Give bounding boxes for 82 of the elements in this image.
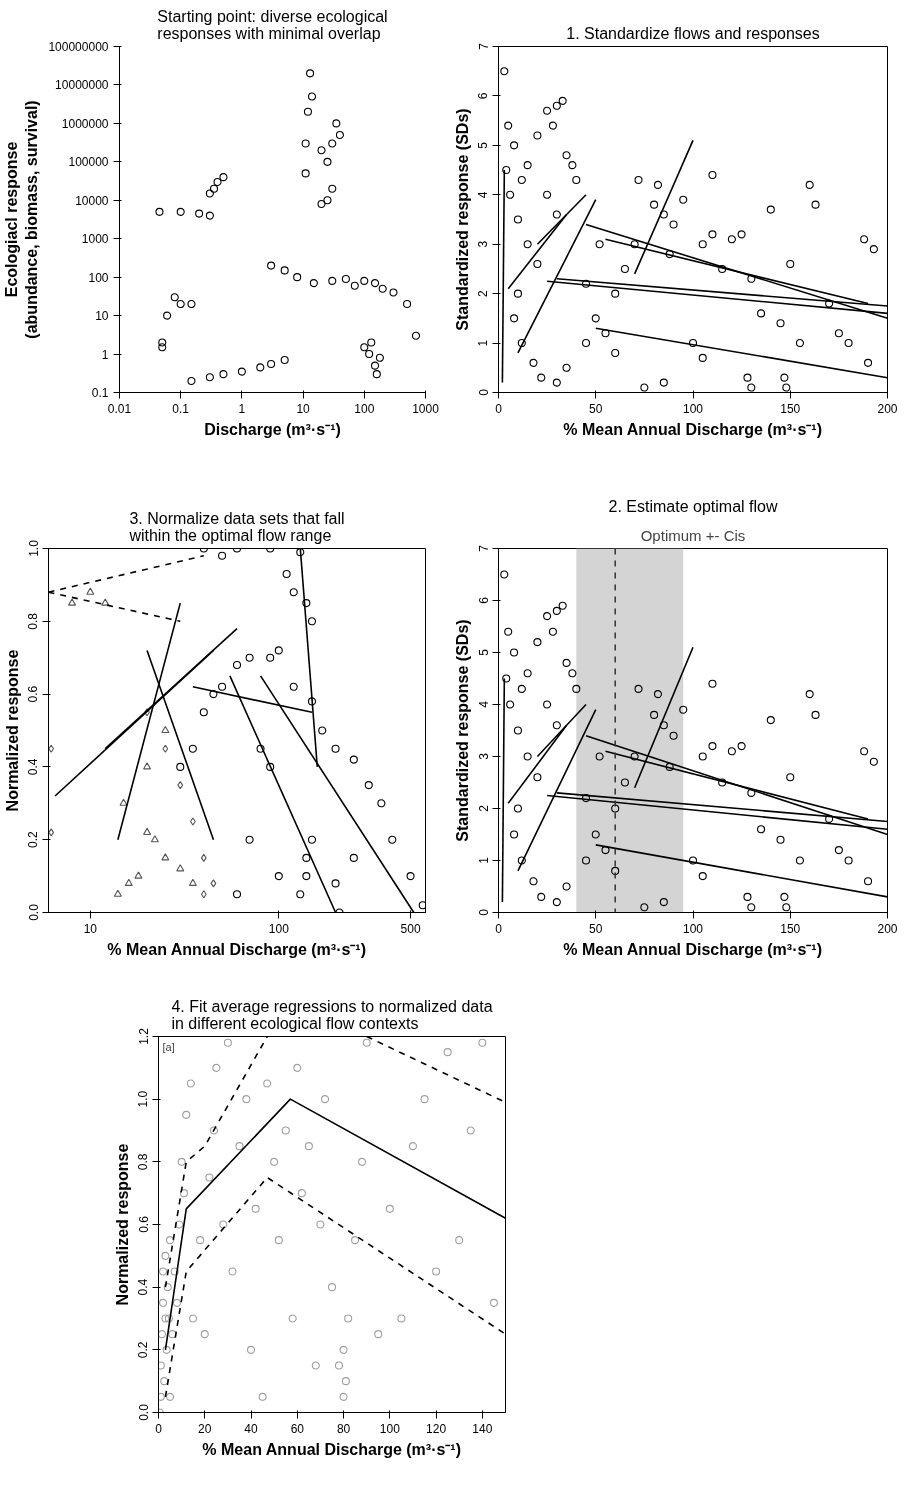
- chart-title: Starting point: diverse ecological responses with minimal overlap: [157, 7, 388, 42]
- x-tick-label: 200: [877, 401, 898, 416]
- y-tick-label: 1.0: [26, 539, 41, 557]
- y-tick-label: 0.6: [136, 1215, 151, 1233]
- y-tick-label: 1: [476, 856, 491, 864]
- y-tick-label: 0.8: [26, 612, 41, 630]
- y-tick-label: 10000000: [55, 78, 109, 93]
- x-tick-label: 150: [780, 921, 801, 936]
- y-axis-title: Ecologiacl response (abundance, biomass, survival): [3, 100, 41, 339]
- x-tick-label: 100: [268, 921, 290, 936]
- x-tick-label: 200: [877, 921, 898, 936]
- y-tick-label: 1000: [81, 232, 109, 247]
- y-tick-label: 1: [476, 339, 491, 347]
- y-tick-label: 5: [476, 141, 491, 149]
- x-tick-label: 1000: [412, 401, 440, 416]
- y-tick-label: 10: [95, 309, 109, 324]
- y-tick-label: 2: [476, 804, 491, 812]
- y-axis-title: Standardized response (SDs): [453, 619, 471, 842]
- y-tick-label: 0.8: [136, 1153, 151, 1171]
- x-tick-label: 0: [495, 401, 503, 416]
- y-tick-label: 0.1: [91, 386, 109, 400]
- y-tick-label: 10000: [75, 193, 109, 208]
- x-tick-label: 100: [379, 1421, 401, 1436]
- y-axis-title: Standardized response (SDs): [453, 108, 471, 331]
- x-tick-label: 0.01: [107, 401, 132, 416]
- x-axis-title: % Mean Annual Discharge (m³·s⁻¹): [202, 1440, 462, 1458]
- x-tick-label: 500: [400, 921, 421, 936]
- x-axis-title: % Mean Annual Discharge (m³·s⁻¹): [563, 940, 823, 958]
- y-tick-label: 100000000: [48, 40, 109, 54]
- x-tick-label: 120: [426, 1421, 447, 1436]
- y-tick-label: 1.0: [136, 1090, 151, 1108]
- x-tick-label: 20: [198, 1421, 212, 1436]
- x-tick-label: 100: [682, 921, 704, 936]
- y-tick-label: 3: [476, 752, 491, 760]
- y-tick-label: 0.2: [26, 831, 41, 849]
- chart-title: 1. Standardize flows and responses: [566, 24, 820, 42]
- x-tick-label: 1: [238, 401, 246, 416]
- x-tick-label: 50: [589, 401, 603, 416]
- y-tick-label: 0.0: [26, 903, 41, 921]
- y-tick-label: 0.4: [26, 758, 41, 776]
- y-tick-label: 4: [476, 700, 491, 708]
- y-tick-label: 0.0: [136, 1403, 151, 1421]
- y-tick-label: 6: [476, 596, 491, 604]
- y-axis-title: Normalized response: [3, 649, 21, 812]
- x-tick-label: 0: [495, 921, 503, 936]
- y-tick-label: 0.4: [136, 1278, 151, 1296]
- y-tick-label: 6: [476, 92, 491, 100]
- y-tick-label: 1000000: [61, 116, 109, 131]
- x-tick-label: 140: [472, 1421, 493, 1436]
- chart-title: 4. Fit average regressions to normalized data in different ecological flow contexts: [171, 997, 493, 1032]
- y-tick-label: 7: [476, 544, 491, 552]
- x-tick-label: 0.1: [172, 401, 190, 416]
- x-axis-title: Discharge (m³·s⁻¹): [204, 420, 341, 438]
- x-axis-title: % Mean Annual Discharge (m³·s⁻¹): [107, 940, 367, 958]
- x-tick-label: 60: [290, 1421, 305, 1436]
- y-tick-label: 1: [101, 347, 109, 362]
- annotation: [a]: [162, 1040, 175, 1053]
- chart-title: 3. Normalize data sets that fall within the optimal flow range: [128, 509, 345, 544]
- x-tick-label: 0: [155, 1421, 163, 1436]
- chart-title: 2. Estimate optimal flow: [608, 497, 778, 515]
- x-tick-label: 100: [354, 401, 375, 416]
- x-tick-label: 80: [336, 1421, 351, 1436]
- band-label: Optimum +- Cis: [640, 526, 746, 544]
- x-tick-label: 100: [682, 401, 704, 416]
- x-tick-label: 50: [589, 921, 603, 936]
- y-tick-label: 100000: [68, 155, 109, 170]
- y-tick-label: 0.6: [26, 685, 41, 703]
- x-tick-label: 150: [780, 401, 801, 416]
- y-tick-label: 4: [476, 191, 491, 199]
- y-tick-label: 0: [476, 908, 491, 916]
- x-tick-label: 40: [244, 1421, 259, 1436]
- y-tick-label: 1.2: [136, 1027, 151, 1045]
- x-tick-label: 10: [296, 401, 311, 416]
- y-tick-label: 7: [476, 42, 491, 50]
- y-axis-title: Normalized response: [113, 1143, 131, 1306]
- y-tick-label: 5: [476, 648, 491, 656]
- x-axis-title: % Mean Annual Discharge (m³·s⁻¹): [563, 420, 823, 438]
- y-tick-label: 3: [476, 240, 491, 248]
- y-tick-label: 100: [88, 270, 109, 285]
- y-tick-label: 0.2: [136, 1341, 151, 1359]
- y-tick-label: 2: [476, 289, 491, 297]
- y-tick-label: 0: [476, 388, 491, 396]
